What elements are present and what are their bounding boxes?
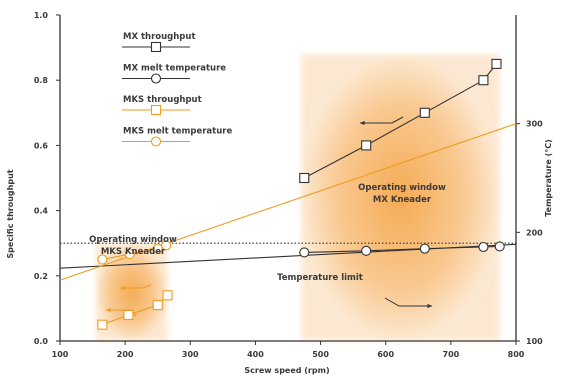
legend-label: MX melt temperature <box>123 64 226 74</box>
y2-tick-label: 200 <box>526 228 543 237</box>
data-point <box>478 75 489 86</box>
data-point <box>97 319 108 330</box>
x-tick-label: 300 <box>182 350 199 359</box>
data-point <box>97 254 108 265</box>
y-tick-label: 0.2 <box>34 272 48 281</box>
data-point <box>491 58 502 69</box>
x-tick-label: 800 <box>508 350 525 359</box>
y-tick-label: 0.4 <box>34 207 49 216</box>
operating-window-region-0 <box>95 243 168 341</box>
region-mks-label-line2: MKS Kneader <box>101 247 166 257</box>
operating-window-region-1 <box>301 54 500 342</box>
x-axis-title: Screw speed (rpm) <box>244 366 329 375</box>
arrow-mx-temperature-stem <box>384 297 432 307</box>
data-point <box>124 249 135 260</box>
y-tick-label: 1.0 <box>34 11 49 20</box>
data-point <box>361 245 372 256</box>
arrow-mx-throughput-head <box>360 120 365 126</box>
arrow-mx-temperature <box>384 297 432 309</box>
arrow-mx-temperature-head <box>427 303 432 309</box>
legend-marker <box>150 104 162 116</box>
x-tick-label: 600 <box>377 350 394 359</box>
data-point <box>299 172 310 184</box>
legend-label: MKS melt temperature <box>123 127 232 137</box>
arrow-mx-throughput <box>360 116 404 126</box>
data-point <box>494 241 505 252</box>
region-mx-label-line1: Operating window <box>358 183 446 193</box>
arrow-mks-throughput <box>120 284 152 291</box>
arrow-mks-temperature-head <box>106 307 111 313</box>
x-tick-label: 200 <box>117 350 134 359</box>
y-axis-title: Specific throughput <box>6 169 15 258</box>
data-point <box>478 241 489 253</box>
data-point <box>123 309 134 320</box>
x-tick-label: 500 <box>312 350 329 359</box>
region-mks-label-line1: Operating window <box>89 235 177 245</box>
y2-tick-label: 300 <box>526 120 543 129</box>
x-tick-label: 700 <box>443 350 460 359</box>
data-point <box>152 243 163 254</box>
data-point <box>419 107 430 118</box>
data-point <box>162 290 173 301</box>
region-mx-label-line2: MX Kneader <box>373 195 432 205</box>
arrow-mks-throughput-stem <box>120 284 152 289</box>
y2-tick-label: 100 <box>526 337 543 346</box>
legend-marker <box>150 73 162 84</box>
data-point <box>419 243 430 254</box>
x-tick-label: 400 <box>247 350 264 359</box>
legend-label: MKS throughput <box>123 95 202 105</box>
y-tick-label: 0.0 <box>34 337 49 346</box>
x-tick-label: 100 <box>52 350 69 359</box>
data-point <box>161 240 172 251</box>
arrow-mx-throughput-stem <box>360 116 404 124</box>
y-tick-label: 0.6 <box>34 141 49 150</box>
legend-marker <box>150 136 162 147</box>
y-tick-label: 0.8 <box>34 76 49 85</box>
data-point <box>361 140 372 151</box>
reference-line-2 <box>59 123 517 281</box>
arrow-mks-throughput-head <box>120 285 125 291</box>
legend-label: MX throughput <box>123 32 196 42</box>
temperature-limit-label: Temperature limit <box>277 273 363 283</box>
data-point <box>152 300 163 311</box>
y2-axis-title: Temperature (°C) <box>544 139 553 217</box>
data-point <box>299 247 310 258</box>
legend-marker <box>150 41 162 53</box>
